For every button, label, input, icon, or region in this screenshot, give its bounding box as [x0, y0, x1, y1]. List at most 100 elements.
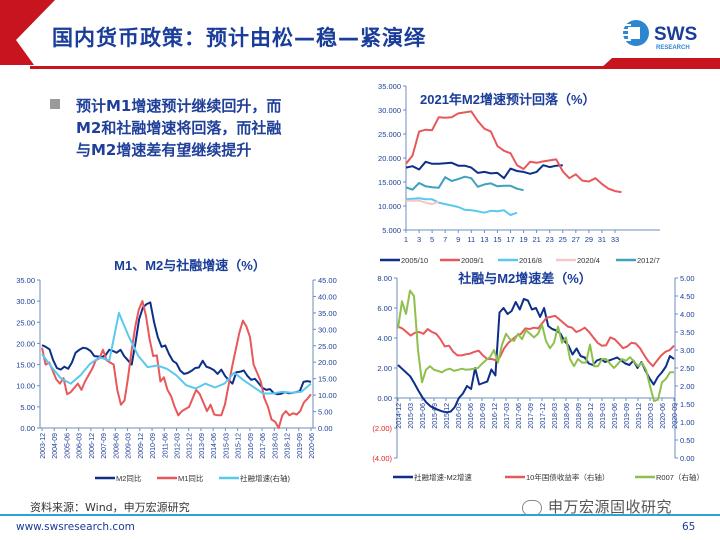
y2-tick-label: 15.00 — [318, 375, 337, 384]
chart-m1-m2-tsf: M1、M2与社融增速（%） 0.00 5.00 10.00 15.00 20.00 25.0… — [16, 258, 337, 483]
x-tick-label: 2012-03 — [175, 433, 182, 459]
x-tick-label: 2008-06 — [113, 433, 120, 459]
x-tick-label: 2004-09 — [52, 433, 59, 459]
x-tick-label: 9 — [456, 235, 460, 244]
slide-title: 国内货币政策：预计由松—稳—紧演绎 — [52, 26, 426, 50]
footer-url[interactable]: www.swsresearch.com — [16, 521, 135, 533]
y-tick-label: 25.000 — [378, 130, 401, 139]
y2-tick-label: 10.00 — [318, 391, 337, 400]
y-tick-label: 20.00 — [16, 339, 35, 348]
x-tick-label: 25 — [559, 235, 567, 244]
x-tick-label: 2017-06 — [516, 403, 523, 429]
x-tick-label: 2006-12 — [89, 433, 96, 459]
x-tick-label: 2018-12 — [588, 403, 595, 429]
x-tick-label: 2016-09 — [248, 433, 255, 459]
x-tick-label: 2013-09 — [199, 433, 206, 459]
x-tick-label: 13 — [480, 235, 488, 244]
y-tick-label: 35.00 — [16, 276, 35, 285]
x-tick-label: 2019-12 — [636, 403, 643, 429]
x-tick-label: 2015-09 — [432, 403, 439, 429]
x-tick-label: 2019-09 — [624, 403, 631, 429]
bullet-text: 预计M1增速预计继续回升，而M2和社融增速将回落，而社融与M2增速差有望继续提升 — [76, 97, 282, 159]
x-tick-label: 2016-09 — [480, 403, 487, 429]
legend-label: 2020/4 — [577, 256, 600, 265]
x-tick-label: 2005-06 — [64, 433, 71, 459]
legend-label: M2同比 — [116, 473, 142, 483]
x-tick-label: 2015-12 — [444, 403, 451, 429]
header-rule-accent — [600, 58, 720, 69]
chart-m2-2021: 2021年M2增速预计回落（%） 5.000 10.000 15.000 20.000 2… — [378, 82, 660, 265]
x-tick-label: 2020-09 — [672, 403, 679, 429]
x-tick-label: 2018-09 — [576, 403, 583, 429]
y2-tick-label: 3.50 — [680, 328, 695, 337]
y2-tick-label: 1.50 — [680, 400, 695, 409]
x-tick-label: 2016-12 — [492, 403, 499, 429]
y2-tick-label: 20.00 — [318, 358, 337, 367]
y2-tick-label: 30.00 — [318, 325, 337, 334]
y2-tick-label: 45.00 — [318, 276, 337, 285]
y2-tick-label: 5.00 — [680, 274, 695, 283]
x-tick-label: 2014-12 — [396, 403, 403, 429]
x-tick-label: 3 — [417, 235, 421, 244]
y-tick-label: 6.00 — [377, 304, 392, 313]
x-tick-label: 2019-03 — [600, 403, 607, 429]
x-tick-label: 2007-09 — [101, 433, 108, 459]
x-tick-label: 2010-09 — [150, 433, 157, 459]
series-line-1 — [41, 300, 312, 429]
y2-tick-label: 1.00 — [680, 418, 695, 427]
header-rule — [30, 66, 720, 69]
page-number: 65 — [682, 521, 696, 533]
x-tick-label: 11 — [467, 235, 475, 244]
x-tick-label: 2015-06 — [420, 403, 427, 429]
series-line-0 — [397, 298, 675, 414]
series-line-4 — [405, 175, 524, 192]
x-tick-label: 2019-06 — [612, 403, 619, 429]
y-tick-label: 15.000 — [378, 178, 401, 187]
x-tick-label: 23 — [546, 235, 554, 244]
footer-rule — [0, 514, 720, 516]
x-tick-label: 2018-06 — [564, 403, 571, 429]
x-tick-label: 2012-12 — [187, 433, 194, 459]
legend-label: 2016/8 — [519, 256, 542, 265]
y2-tick-label: 4.50 — [680, 292, 695, 301]
x-tick-label: 2015-03 — [223, 433, 230, 459]
legend-label: 2012/7 — [637, 256, 660, 265]
y2-tick-label: 0.50 — [680, 436, 695, 445]
x-tick-label: 2018-03 — [272, 433, 279, 459]
bullet-marker-icon — [50, 99, 60, 109]
y-tick-label: 8.00 — [377, 274, 392, 283]
x-tick-label: 2009-03 — [126, 433, 133, 459]
y-tick-label: 10.000 — [378, 202, 401, 211]
x-tick-label: 31 — [598, 235, 606, 244]
legend-label: 社融增速-M2增速 — [414, 472, 472, 482]
x-tick-label: 2018-03 — [552, 403, 559, 429]
x-tick-label: 2003-12 — [40, 433, 47, 459]
y-tick-label: 5.000 — [382, 226, 401, 235]
legend-label: 2005/10 — [401, 256, 428, 265]
y2-tick-label: 2.00 — [680, 382, 695, 391]
y-tick-label: 25.00 — [16, 318, 35, 327]
y-tick-label: 4.00 — [377, 334, 392, 343]
x-tick-label: 2020-03 — [648, 403, 655, 429]
x-tick-label: 29 — [585, 235, 593, 244]
chart-title: M1、M2与社融增速（%） — [114, 258, 266, 273]
x-tick-label: 2017-12 — [540, 403, 547, 429]
y-tick-label: 15.00 — [16, 361, 35, 370]
x-tick-label: 2006-03 — [77, 433, 84, 459]
series-line-2 — [397, 289, 674, 403]
y-tick-label: 10.00 — [16, 382, 35, 391]
y2-tick-label: 2.50 — [680, 364, 695, 373]
chart-title: 社融与M2增速差（%） — [457, 271, 592, 286]
sws-logo: SWS RESEARCH — [620, 16, 715, 52]
y2-tick-label: 5.00 — [318, 408, 333, 417]
y-tick-label: 2.00 — [377, 364, 392, 373]
logo-subtext: RESEARCH — [656, 45, 690, 51]
x-tick-label: 2016-03 — [456, 403, 463, 429]
x-tick-label: 2020-06 — [660, 403, 667, 429]
logo-text: SWS — [654, 24, 697, 45]
x-tick-label: 17 — [506, 235, 514, 244]
x-tick-label: 1 — [404, 235, 408, 244]
x-tick-label: 2017-03 — [504, 403, 511, 429]
x-tick-label: 2015-12 — [236, 433, 243, 459]
brand-chevron-inner — [0, 0, 40, 40]
